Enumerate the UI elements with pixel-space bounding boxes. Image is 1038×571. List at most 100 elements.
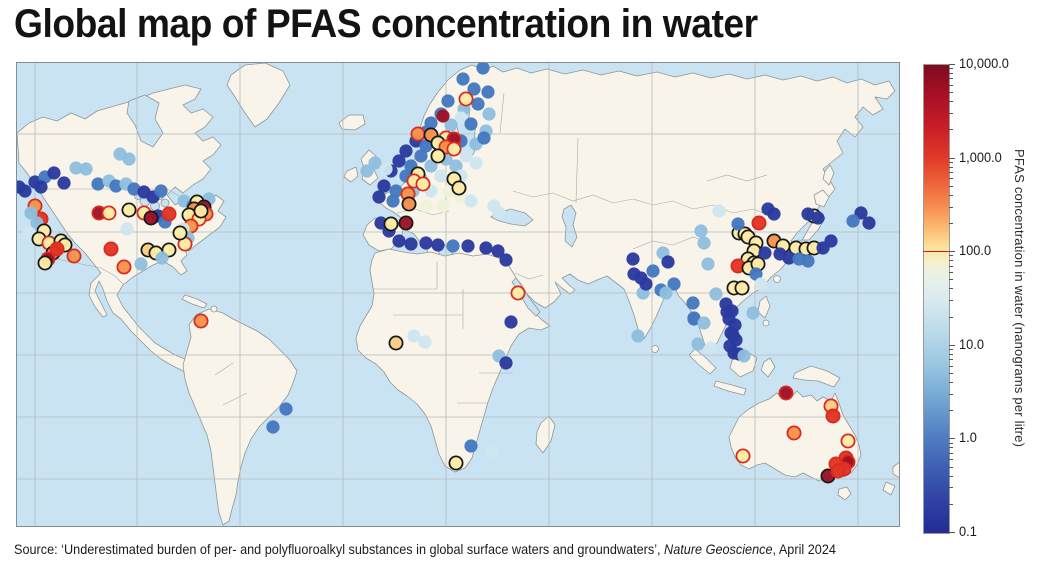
data-point-db xyxy=(18,184,32,198)
data-point-rd xyxy=(103,241,119,257)
data-point-db xyxy=(504,315,518,329)
colorbar-ticks xyxy=(949,64,959,533)
data-point-mb xyxy=(471,97,485,111)
world-map-canvas xyxy=(17,63,899,526)
data-point-db xyxy=(399,144,413,158)
data-point-rd xyxy=(830,463,846,479)
data-point-db xyxy=(372,190,386,204)
data-point-db xyxy=(479,241,493,255)
data-point-mb xyxy=(749,267,763,281)
data-point-mb xyxy=(414,149,428,163)
data-point-dr xyxy=(143,210,159,226)
data-point-mb xyxy=(419,139,433,153)
data-point-lb xyxy=(368,156,382,170)
data-point-mb xyxy=(446,239,460,253)
data-point-pc xyxy=(407,329,421,343)
data-point-mb xyxy=(456,72,470,86)
land-greenland xyxy=(226,63,291,128)
data-point-lb xyxy=(449,159,463,173)
data-point-db xyxy=(404,237,418,251)
data-point-lb xyxy=(79,162,93,176)
data-point-db xyxy=(461,239,475,253)
colorbar-minor-tick xyxy=(949,279,953,281)
land-tasmania xyxy=(837,486,852,501)
source-suffix: , April 2024 xyxy=(772,541,836,557)
land-madagascar xyxy=(535,415,556,454)
data-point-db xyxy=(854,206,868,220)
colorbar-minor-tick xyxy=(949,359,953,361)
colorbar-minor-tick xyxy=(949,223,953,225)
land-japan-north xyxy=(813,189,830,208)
colorbar-minor-tick xyxy=(949,372,953,374)
colorbar-minor-tick xyxy=(949,194,953,196)
data-point-db xyxy=(824,234,838,248)
colorbar-minor-tick xyxy=(949,442,953,444)
data-point-db xyxy=(773,247,787,261)
data-point-db xyxy=(431,238,445,252)
colorbar-major-tick xyxy=(949,157,955,159)
data-point-db xyxy=(639,277,653,291)
data-point-lb xyxy=(737,349,751,363)
colorbar-minor-tick xyxy=(949,161,953,163)
colorbar-minor-tick xyxy=(949,185,953,187)
land-new-zealand xyxy=(892,462,899,478)
data-point-pc xyxy=(120,222,134,236)
data-point-pc xyxy=(434,169,448,183)
data-point-db xyxy=(626,252,640,266)
colorbar-minor-tick xyxy=(949,475,953,477)
data-point-lb xyxy=(701,257,715,271)
colorbar-major-tick xyxy=(949,251,955,253)
data-point-lb xyxy=(155,251,169,265)
data-point-cr xyxy=(430,148,446,164)
data-point-db xyxy=(34,180,48,194)
data-point-pc xyxy=(712,204,726,218)
data-point-lb xyxy=(694,224,708,238)
data-point-pc xyxy=(754,277,768,291)
colorbar-minor-tick xyxy=(949,92,953,94)
data-point-cr xyxy=(735,448,751,464)
colorbar-minor-tick xyxy=(949,452,953,454)
sea-caspian xyxy=(561,204,578,248)
data-point-rd xyxy=(49,241,65,257)
data-point-db xyxy=(499,356,513,370)
land-hispaniola xyxy=(210,305,218,313)
data-point-lb xyxy=(697,316,711,330)
data-point-mb xyxy=(389,184,403,198)
colorbar-minor-tick xyxy=(949,68,953,70)
data-point-db xyxy=(499,253,513,267)
colorbar-axis-label: PFAS concentration in water (nanograms p… xyxy=(1012,148,1027,448)
colorbar-minor-tick xyxy=(949,73,953,75)
data-point-lb xyxy=(709,287,723,301)
data-point-db xyxy=(57,176,71,190)
colorbar-minor-tick xyxy=(949,271,953,273)
colorbar-minor-tick xyxy=(949,260,953,262)
data-point-mb xyxy=(477,131,491,145)
data-point-lb xyxy=(482,107,496,121)
data-point-mb xyxy=(279,402,293,416)
data-point-mb xyxy=(686,296,700,310)
data-point-mb xyxy=(464,439,478,453)
colorbar-minor-tick xyxy=(949,353,953,355)
data-point-mb xyxy=(481,85,495,99)
colorbar-minor-tick xyxy=(949,129,953,131)
colorbar-major-tick xyxy=(949,532,955,533)
land-java xyxy=(713,380,747,396)
data-point-or xyxy=(401,196,417,212)
country-borders xyxy=(17,92,774,406)
colorbar-minor-tick xyxy=(949,316,953,318)
data-point-mb xyxy=(467,82,481,96)
land-taiwan xyxy=(773,275,781,283)
data-point-mb xyxy=(441,94,455,108)
colorbar-minor-tick xyxy=(949,365,953,367)
data-point-or xyxy=(786,425,802,441)
pfas-data-points xyxy=(17,63,876,484)
data-point-pc xyxy=(469,156,483,170)
data-point-pc xyxy=(379,162,393,176)
data-point-or xyxy=(410,126,426,142)
data-point-or xyxy=(116,259,132,275)
colorbar-major-tick xyxy=(949,438,955,440)
data-point-db xyxy=(377,179,391,193)
data-point-lb xyxy=(134,257,148,271)
data-point-db xyxy=(862,216,876,230)
data-point-cr xyxy=(101,205,117,221)
